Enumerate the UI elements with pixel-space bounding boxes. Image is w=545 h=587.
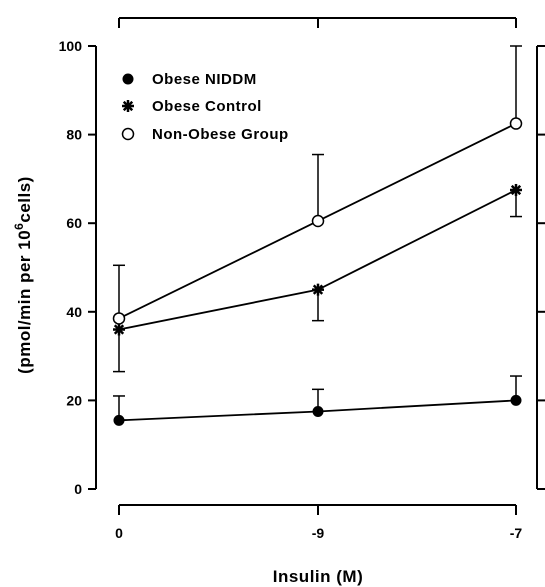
data-point: [113, 323, 125, 336]
y-axis-title-superscript: 6: [12, 223, 26, 230]
data-point: [311, 214, 325, 228]
chart-frame: [118, 17, 545, 490]
y-axis-title: (pmol/min per 106cells): [12, 176, 34, 374]
data-point: [510, 394, 522, 406]
series-obese-control: [113, 183, 522, 373]
legend-marker: [122, 73, 134, 85]
series-non-obese-group: [112, 45, 523, 325]
data-point: [509, 117, 523, 130]
y-tick-label: 40: [66, 304, 82, 320]
data-point: [312, 405, 324, 417]
legend-marker: [121, 127, 135, 141]
legend-marker: [122, 100, 134, 112]
y-axis-title-prefix: (pmol/min per 10: [15, 230, 34, 374]
data-point: [510, 183, 522, 196]
legend-label: Non-Obese Group: [152, 126, 289, 143]
x-tick-label: -7: [510, 525, 523, 541]
x-axis-title: Insulin (M): [273, 567, 363, 586]
data-point: [113, 414, 125, 426]
y-tick-label: 20: [66, 392, 82, 408]
y-tick-label: 60: [66, 215, 82, 231]
x-tick-label: 0: [115, 525, 123, 541]
y-tick-label: 80: [66, 127, 82, 143]
y-axis: 0 20 40 60 80 100: [59, 38, 97, 497]
data-point: [312, 283, 324, 296]
legend-label: Obese NIDDM: [152, 71, 257, 88]
y-axis-title-suffix: cells): [15, 176, 34, 222]
x-axis: 0 -9 -7: [115, 504, 523, 541]
y-tick-label: 100: [59, 38, 83, 54]
legend-label: Obese Control: [152, 98, 262, 115]
data-point: [112, 312, 126, 325]
series-layer: [112, 45, 523, 426]
legend: Obese NIDDM Obese Control Non-Obese Group: [121, 71, 289, 143]
series-obese-niddm: [113, 375, 522, 426]
x-tick-label: -9: [312, 525, 325, 541]
y-tick-label: 0: [74, 481, 82, 497]
